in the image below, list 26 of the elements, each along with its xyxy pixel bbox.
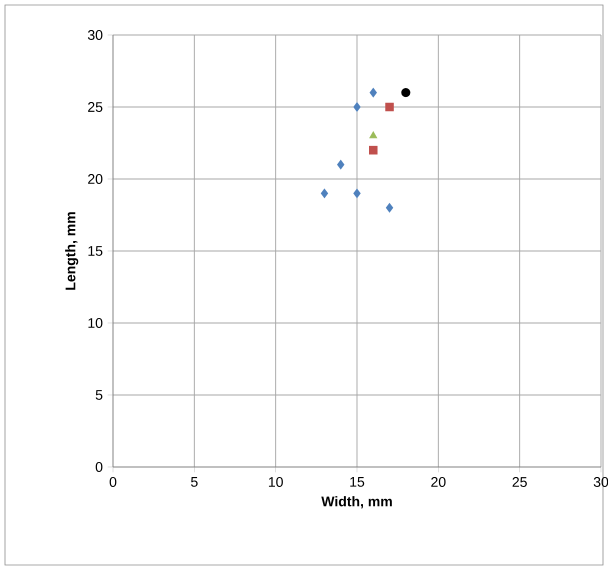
x-tick-label: 30	[594, 477, 608, 487]
x-tick-label: 20	[431, 477, 446, 487]
point	[337, 160, 344, 170]
x-axis-title: Width, mm	[321, 496, 392, 508]
x-tick-label: 15	[350, 477, 364, 487]
y-tick-label: 10	[88, 318, 102, 328]
x-tick-label: 0	[110, 477, 116, 487]
point	[385, 102, 394, 112]
y-tick-label: 0	[96, 462, 102, 472]
point	[401, 88, 410, 98]
y-tick-label: 5	[96, 390, 102, 400]
point	[370, 88, 377, 98]
point	[353, 188, 361, 198]
y-tick-label: 25	[88, 102, 102, 112]
y-tick-label: 15	[88, 246, 102, 256]
y-tick-label: 20	[88, 174, 102, 184]
point	[353, 102, 361, 112]
x-tick-label: 10	[268, 477, 283, 487]
point	[369, 131, 378, 138]
y-axis-title: Length, mm	[65, 212, 78, 290]
point	[368, 146, 378, 154]
x-tick-label: 25	[512, 477, 527, 487]
y-tick-label: 30	[88, 30, 102, 40]
point	[320, 188, 328, 198]
x-tick-label: 5	[191, 477, 198, 487]
point	[386, 202, 394, 213]
